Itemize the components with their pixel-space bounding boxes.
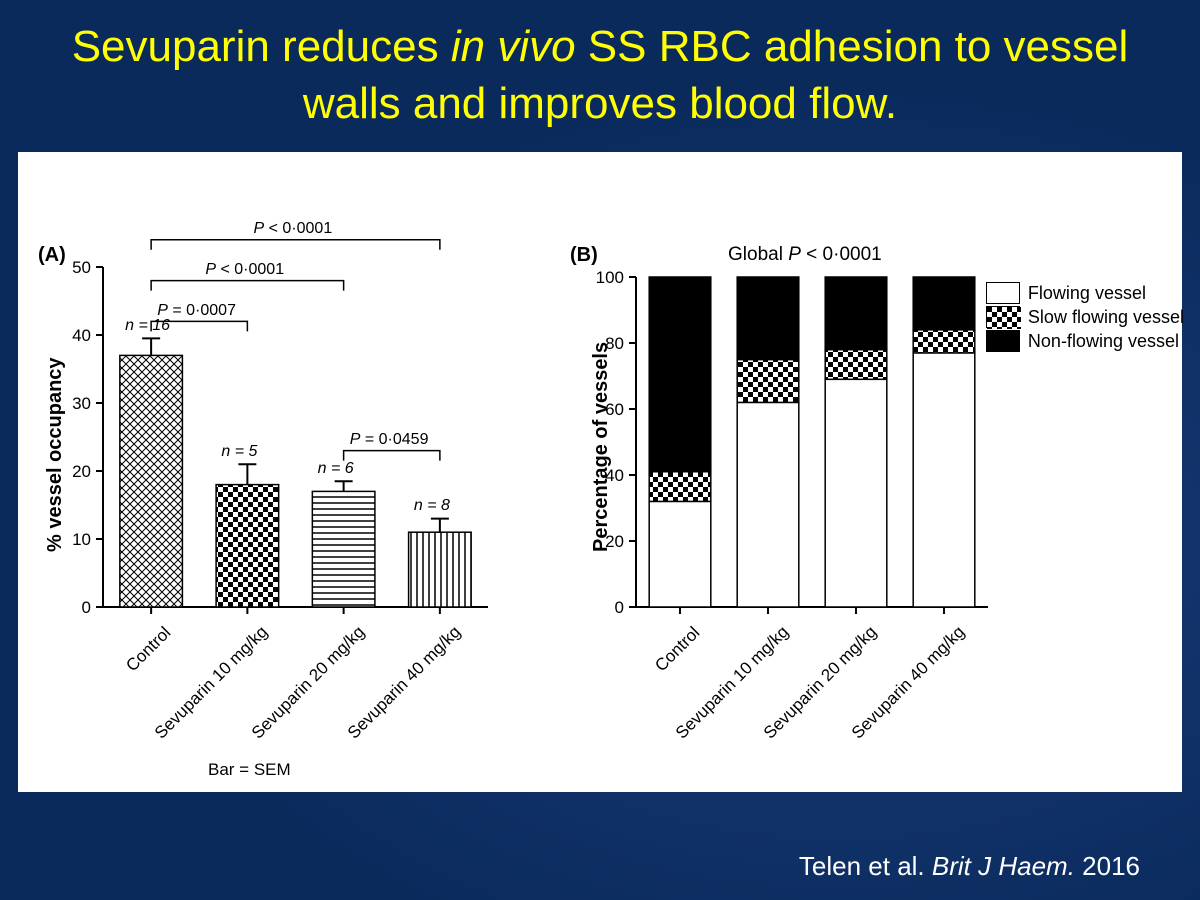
ytick-label: 20 bbox=[72, 462, 91, 481]
stack-flowing-2 bbox=[825, 380, 887, 608]
stack-flowing-0 bbox=[649, 502, 711, 608]
ytick-label-b: 0 bbox=[615, 598, 624, 617]
pvalue-label-3: P = 0·0459 bbox=[350, 431, 429, 449]
legend-item-slow: Slow flowing vessel bbox=[986, 306, 1184, 328]
pvalue-label-0: P < 0·0001 bbox=[254, 220, 333, 238]
slide-title: Sevuparin reduces in vivo SS RBC adhesio… bbox=[0, 0, 1200, 152]
title-italic: in vivo bbox=[451, 22, 576, 71]
swatch-flowing bbox=[986, 282, 1020, 304]
bar-0 bbox=[120, 356, 183, 608]
ytick-label-b: 80 bbox=[605, 334, 624, 353]
panel-b-plot: 0 20 40 60 80 100 bbox=[518, 152, 998, 792]
stack-non-1 bbox=[737, 277, 799, 360]
n-label-2: n = 6 bbox=[318, 460, 354, 478]
ytick-label-b: 40 bbox=[605, 466, 624, 485]
chart-area: (A) % vessel occupancy 01020304050 Bar =… bbox=[18, 152, 1182, 792]
ytick-label: 0 bbox=[82, 598, 91, 617]
swatch-slow bbox=[986, 306, 1020, 328]
ytick-label: 30 bbox=[72, 394, 91, 413]
citation-year: 2016 bbox=[1075, 851, 1140, 881]
stack-non-2 bbox=[825, 277, 887, 350]
legend: Flowing vessel Slow flowing vessel Non-f… bbox=[986, 282, 1184, 354]
bar-sem-label: Bar = SEM bbox=[208, 760, 291, 780]
stack-non-3 bbox=[913, 277, 975, 330]
bar-2 bbox=[312, 492, 375, 608]
pvalue-label-2: P = 0·0007 bbox=[157, 302, 236, 320]
panel-a: (A) % vessel occupancy 01020304050 Bar =… bbox=[18, 152, 518, 792]
legend-label-flowing: Flowing vessel bbox=[1028, 283, 1146, 304]
n-label-1: n = 5 bbox=[221, 443, 257, 461]
ytick-label-b: 20 bbox=[605, 532, 624, 551]
panel-b: (B) Global P < 0·0001 Percentage of vess… bbox=[518, 152, 1182, 792]
stack-slow-1 bbox=[737, 360, 799, 403]
legend-item-flowing: Flowing vessel bbox=[986, 282, 1184, 304]
stack-flowing-3 bbox=[913, 353, 975, 607]
ytick-label-b: 100 bbox=[596, 268, 624, 287]
legend-label-non: Non-flowing vessel bbox=[1028, 331, 1179, 352]
title-pre: Sevuparin reduces bbox=[72, 22, 451, 71]
swatch-non bbox=[986, 330, 1020, 352]
legend-item-non: Non-flowing vessel bbox=[986, 330, 1184, 352]
stack-slow-3 bbox=[913, 330, 975, 353]
citation-journal: Brit J Haem. bbox=[932, 851, 1075, 881]
ytick-label: 40 bbox=[72, 326, 91, 345]
stack-non-0 bbox=[649, 277, 711, 472]
pvalue-bracket-3 bbox=[344, 451, 440, 461]
citation-authors: Telen et al. bbox=[799, 851, 932, 881]
stack-flowing-1 bbox=[737, 403, 799, 608]
citation: Telen et al. Brit J Haem. 2016 bbox=[799, 851, 1140, 882]
n-label-3: n = 8 bbox=[414, 497, 450, 515]
pvalue-bracket-1 bbox=[151, 281, 344, 291]
bar-3 bbox=[409, 533, 472, 608]
stack-slow-0 bbox=[649, 472, 711, 502]
bar-1 bbox=[216, 485, 279, 607]
pvalue-bracket-0 bbox=[151, 240, 440, 250]
pvalue-label-1: P < 0·0001 bbox=[205, 261, 284, 279]
legend-label-slow: Slow flowing vessel bbox=[1028, 307, 1184, 328]
ytick-label: 50 bbox=[72, 258, 91, 277]
ytick-label-b: 60 bbox=[605, 400, 624, 419]
stack-slow-2 bbox=[825, 350, 887, 380]
ytick-label: 10 bbox=[72, 530, 91, 549]
